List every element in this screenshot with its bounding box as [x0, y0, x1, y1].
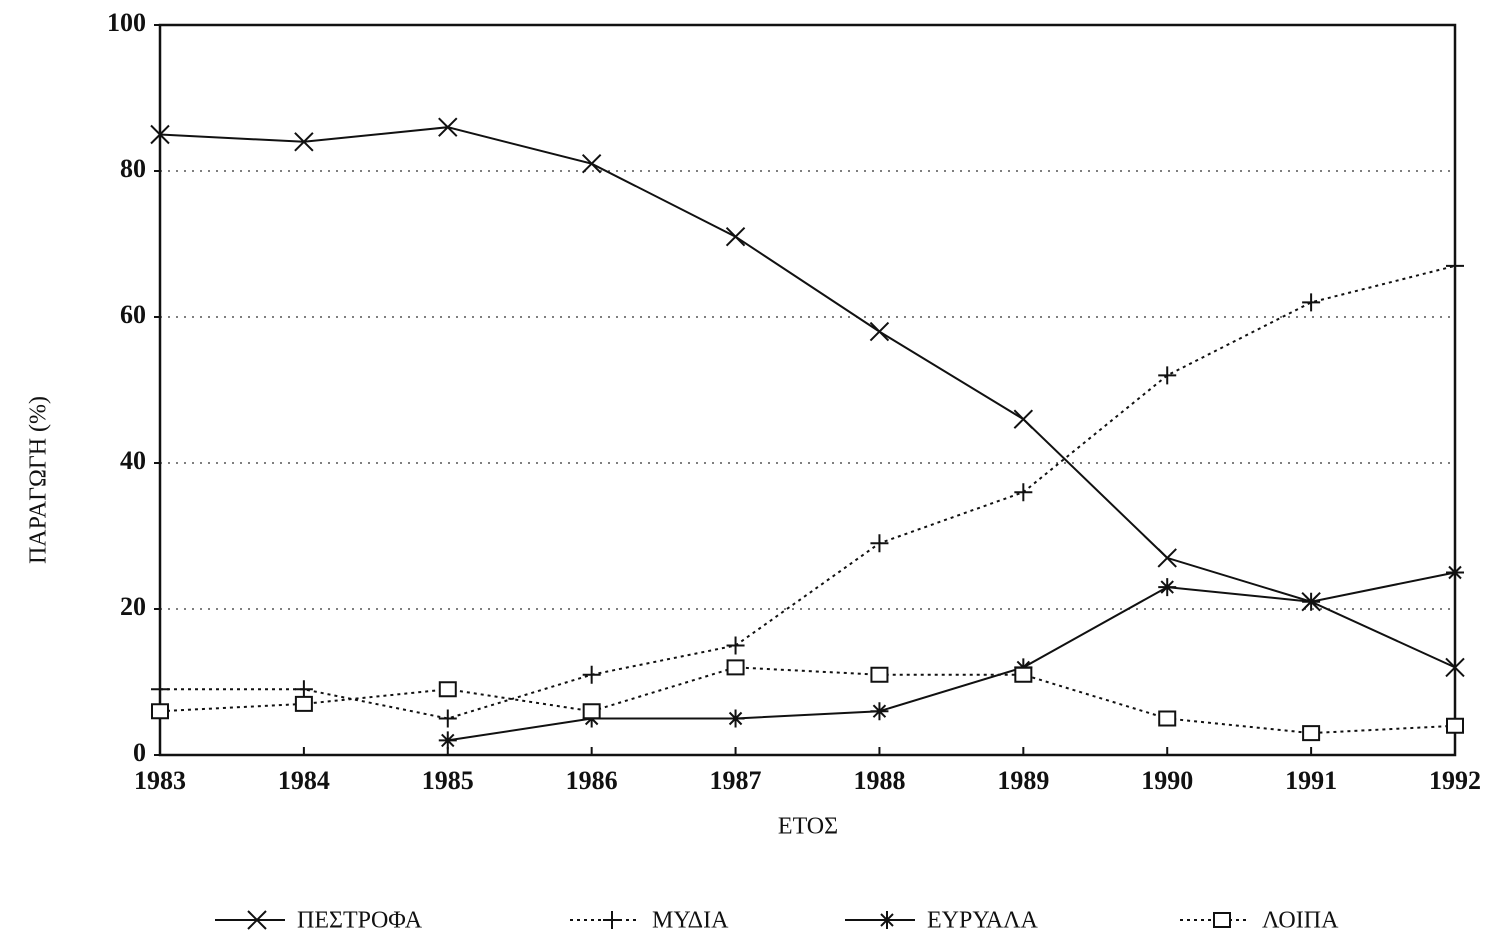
- y-tick-label: 0: [133, 738, 146, 767]
- y-axis-label: ΠΑΡΑΓΩΓΗ (%): [26, 396, 52, 564]
- legend-label: ΛΟΙΠΑ: [1262, 908, 1339, 934]
- marker: [1158, 366, 1177, 385]
- x-tick-label: 1988: [853, 766, 905, 795]
- marker: [247, 910, 267, 930]
- marker: [294, 132, 314, 152]
- marker: [582, 703, 601, 720]
- marker: [151, 680, 169, 699]
- marker: [438, 681, 457, 698]
- marker: [603, 911, 621, 929]
- legend-label: ΜΥΔΙΑ: [652, 908, 729, 934]
- series-line: [159, 126, 1456, 669]
- x-tick-label: 1990: [1141, 766, 1193, 795]
- marker: [150, 124, 170, 145]
- marker: [1014, 483, 1033, 502]
- marker: [581, 153, 602, 174]
- marker: [438, 731, 457, 750]
- x-tick-label: 1992: [1429, 766, 1481, 795]
- marker: [1446, 717, 1464, 734]
- marker: [870, 702, 889, 721]
- x-tick-label: 1989: [997, 766, 1049, 795]
- x-tick-label: 1983: [134, 766, 186, 795]
- marker: [438, 709, 457, 728]
- series-line: [160, 264, 1456, 720]
- marker: [1302, 725, 1321, 742]
- series-line: [447, 571, 1456, 742]
- marker: [869, 321, 890, 342]
- marker: [726, 709, 745, 728]
- marker: [294, 680, 313, 699]
- marker: [151, 703, 169, 720]
- legend-item: ΠΕΣΤΡΟΦΑ: [215, 908, 423, 934]
- marker: [1013, 409, 1034, 429]
- marker: [1158, 578, 1177, 597]
- x-tick-label: 1986: [566, 766, 618, 795]
- y-tick-label: 80: [120, 154, 146, 183]
- y-tick-label: 40: [120, 446, 146, 475]
- x-tick-label: 1991: [1285, 766, 1337, 795]
- marker: [726, 636, 745, 655]
- marker: [1302, 592, 1321, 611]
- marker: [878, 911, 896, 929]
- legend-item: ΕΥΡΥΑΛΑ: [845, 908, 1038, 934]
- legend-label: ΕΥΡΥΑΛΑ: [927, 908, 1038, 934]
- marker: [582, 665, 601, 684]
- marker: [294, 695, 313, 712]
- marker: [1445, 657, 1465, 678]
- marker: [1446, 256, 1464, 275]
- plot-frame: [158, 23, 1457, 757]
- marker: [725, 226, 746, 247]
- x-axis-label: ΕΤΟΣ: [778, 814, 838, 840]
- y-tick-label: 60: [120, 300, 146, 329]
- x-tick-label: 1987: [710, 766, 762, 795]
- x-tick-label: 1985: [422, 766, 474, 795]
- marker: [1158, 710, 1177, 727]
- marker: [1302, 293, 1321, 312]
- marker: [870, 534, 889, 553]
- marker: [870, 666, 889, 683]
- y-tick-label: 20: [120, 592, 146, 621]
- marker: [726, 659, 745, 676]
- marker: [1213, 912, 1231, 928]
- legend-label: ΠΕΣΤΡΟΦΑ: [297, 908, 423, 934]
- marker: [1014, 666, 1033, 683]
- x-tick-label: 1984: [278, 766, 330, 795]
- legend-item: ΛΟΙΠΑ: [1180, 908, 1339, 934]
- y-tick-label: 100: [107, 8, 146, 37]
- marker: [1446, 563, 1464, 582]
- marker: [1157, 548, 1177, 568]
- marker: [438, 117, 458, 137]
- legend-item: ΜΥΔΙΑ: [570, 908, 729, 934]
